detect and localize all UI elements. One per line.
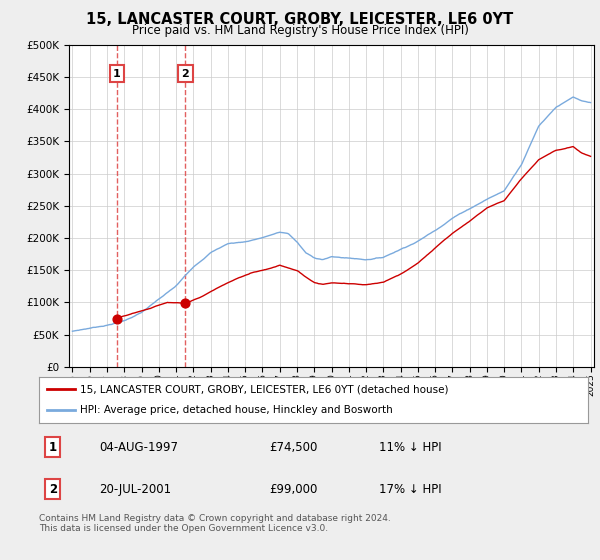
Point <box>112 314 122 323</box>
Text: £74,500: £74,500 <box>269 441 318 454</box>
Text: HPI: Average price, detached house, Hinckley and Bosworth: HPI: Average price, detached house, Hinc… <box>80 405 393 416</box>
Text: 20-JUL-2001: 20-JUL-2001 <box>100 483 172 496</box>
Text: £99,000: £99,000 <box>269 483 318 496</box>
Text: 11% ↓ HPI: 11% ↓ HPI <box>379 441 442 454</box>
Text: Price paid vs. HM Land Registry's House Price Index (HPI): Price paid vs. HM Land Registry's House … <box>131 24 469 36</box>
Text: 17% ↓ HPI: 17% ↓ HPI <box>379 483 442 496</box>
Text: Contains HM Land Registry data © Crown copyright and database right 2024.
This d: Contains HM Land Registry data © Crown c… <box>39 514 391 534</box>
Text: 1: 1 <box>49 441 57 454</box>
Text: 15, LANCASTER COURT, GROBY, LEICESTER, LE6 0YT (detached house): 15, LANCASTER COURT, GROBY, LEICESTER, L… <box>80 384 449 394</box>
Text: 04-AUG-1997: 04-AUG-1997 <box>100 441 178 454</box>
Text: 15, LANCASTER COURT, GROBY, LEICESTER, LE6 0YT: 15, LANCASTER COURT, GROBY, LEICESTER, L… <box>86 12 514 27</box>
Text: 1: 1 <box>113 69 121 79</box>
Text: 2: 2 <box>49 483 57 496</box>
Point <box>181 298 190 307</box>
Text: 2: 2 <box>182 69 189 79</box>
